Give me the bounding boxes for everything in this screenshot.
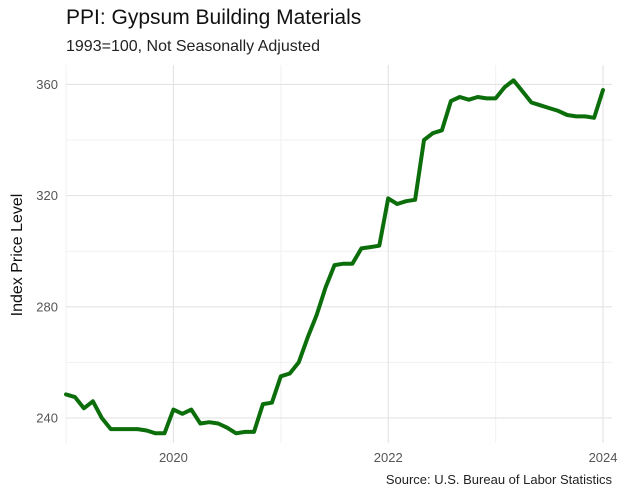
x-tick-labels: 2020 2022 2024 <box>159 450 618 465</box>
minor-gridlines <box>65 65 612 443</box>
y-tick-label: 360 <box>36 77 58 92</box>
y-tick-label: 280 <box>36 299 58 314</box>
x-tick-label: 2022 <box>374 450 403 465</box>
major-gridlines <box>66 65 612 443</box>
chart-title: PPI: Gypsum Building Materials <box>66 6 362 29</box>
ppi-series-line <box>64 78 605 436</box>
y-tick-label: 240 <box>36 410 58 425</box>
y-tick-label: 320 <box>36 188 58 203</box>
source-caption: Source: U.S. Bureau of Labor Statistics <box>385 472 612 487</box>
x-tick-label: 2024 <box>589 450 618 465</box>
x-tick-label: 2020 <box>159 450 188 465</box>
chart-subtitle: 1993=100, Not Seasonally Adjusted <box>66 38 320 55</box>
y-tick-labels: 240 280 320 360 <box>36 77 58 426</box>
